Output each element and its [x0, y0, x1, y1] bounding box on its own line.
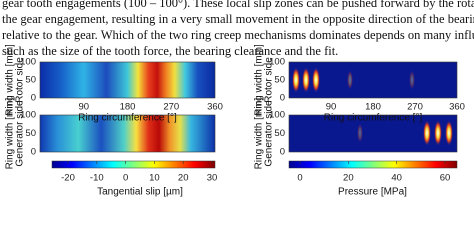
colorbar-tick-label: 20 — [343, 173, 354, 184]
panel-frame — [39, 61, 216, 99]
y-tick-label: 50 — [25, 128, 36, 139]
y-tick-label: 50 — [274, 75, 285, 86]
colorbar-tick-label: 0 — [297, 173, 302, 184]
x-tick-label: 180 — [365, 102, 381, 113]
colorbar-tick-label: 60 — [440, 173, 451, 184]
y-tick-label: 100 — [269, 110, 285, 121]
slip-heatmap — [40, 115, 215, 152]
x-tick-label: 270 — [407, 102, 423, 113]
colorbar-tick-label: 40 — [391, 173, 402, 184]
panel-frame — [39, 114, 216, 153]
text-line: gear tooth engagements (100 – 100°). The… — [2, 0, 474, 10]
y-tick-label: 0 — [280, 147, 285, 158]
colorbar-tick-label: 20 — [178, 173, 189, 184]
text-line: relative to the gear. Which of the two r… — [2, 28, 474, 42]
colorbar-tick-label: 0 — [123, 173, 128, 184]
side-label: Generator side — [264, 100, 275, 167]
panel-frame — [288, 61, 458, 99]
side-label: Rotor side — [264, 57, 275, 103]
side-label: Rotor side — [15, 57, 26, 103]
side-label: Generator side — [15, 100, 26, 167]
x-axis-label: Ring circumference [°] — [324, 113, 423, 124]
x-axis-label: Ring circumference [°] — [78, 113, 177, 124]
y-axis-label: Ring width [mm] — [5, 44, 16, 116]
y-tick-label: 0 — [280, 93, 285, 104]
panel-frame — [288, 114, 458, 153]
x-tick-label: 180 — [120, 102, 136, 113]
body-text: gear tooth engagements (100 – 100°). The… — [2, 0, 474, 58]
y-axis-label: Ring width [mm] — [254, 44, 265, 116]
y-tick-label: 100 — [269, 57, 285, 68]
x-tick-label: 270 — [163, 102, 179, 113]
text-line: the gear engagement, resulting in a very… — [2, 12, 474, 26]
y-tick-label: 0 — [31, 147, 36, 158]
pressure-colorbar — [288, 160, 458, 169]
y-tick-label: 100 — [20, 57, 36, 68]
y-tick-label: 50 — [274, 128, 285, 139]
slip-heatmap — [40, 62, 215, 98]
y-tick-label: 50 — [25, 75, 36, 86]
pressure-spots — [292, 67, 453, 146]
colorbar-label: Tangential slip [µm] — [97, 187, 183, 198]
colorbar-tick-label: -10 — [90, 173, 104, 184]
x-tick-label: 90 — [326, 102, 337, 113]
colorbar-tick-label: 10 — [149, 173, 160, 184]
text-line: such as the size of the tooth force, the… — [2, 44, 338, 58]
colorbar-tick-label: 30 — [207, 173, 218, 184]
x-tick-label: 360 — [449, 102, 465, 113]
x-tick-label: 360 — [207, 102, 223, 113]
slip-colorbar — [51, 160, 216, 169]
y-tick-label: 100 — [20, 110, 36, 121]
colorbar-tick-label: -20 — [61, 173, 75, 184]
x-tick-label: 90 — [78, 102, 89, 113]
y-axis-label: Ring width [mm] — [5, 97, 16, 169]
colorbar-label: Pressure [MPa] — [338, 187, 407, 198]
figure-page: gear tooth engagements (100 – 100°). The… — [2, 0, 474, 198]
y-axis-label: Ring width [mm] — [254, 97, 265, 169]
y-tick-label: 0 — [31, 93, 36, 104]
